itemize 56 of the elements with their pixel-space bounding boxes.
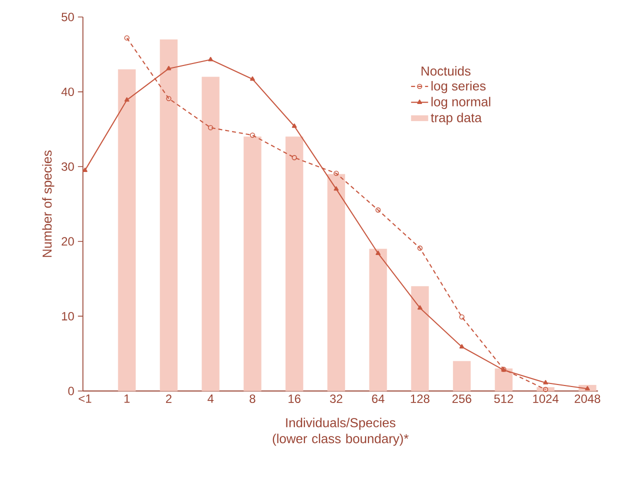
x-tick-label: 128 — [410, 394, 430, 403]
point — [542, 386, 548, 392]
point — [208, 56, 214, 62]
bar — [244, 136, 262, 392]
point — [417, 246, 423, 251]
x-axis-title: Individuals/Species (lower class boundary)* — [272, 418, 409, 446]
x-tick-label: 2 — [166, 394, 172, 403]
point — [334, 186, 339, 191]
bar — [327, 174, 346, 392]
point — [250, 76, 255, 81]
y-tick-label: 20 — [62, 237, 74, 246]
y-tick-label: 30 — [62, 162, 74, 171]
point — [376, 207, 381, 213]
x-tick-label: 512 — [494, 394, 514, 403]
legend-label: log normal — [432, 96, 490, 109]
x-tick-label: 256 — [452, 394, 472, 403]
bar — [452, 361, 471, 392]
point — [208, 125, 214, 130]
point — [82, 168, 88, 172]
x-tick-label: 32 — [330, 394, 342, 403]
point — [418, 305, 422, 310]
point — [334, 170, 339, 176]
x-tick-label: 64 — [372, 394, 384, 403]
y-tick-label: 0 — [68, 386, 74, 396]
point — [543, 380, 548, 384]
point — [292, 123, 297, 128]
bar — [160, 39, 178, 392]
x-tick-label: 1024 — [533, 394, 559, 403]
bar — [411, 286, 429, 392]
point — [124, 97, 130, 102]
bar — [494, 368, 513, 392]
bar — [118, 69, 136, 392]
y-tick-label: 50 — [62, 12, 74, 22]
point — [124, 35, 130, 41]
y-tick-label: 40 — [61, 88, 74, 96]
x-tick-label: <1 — [78, 394, 92, 403]
x-tick-label: 8 — [250, 394, 256, 403]
legend-title: Noctuids — [422, 66, 470, 76]
x-tick-label: 4 — [208, 394, 214, 403]
point — [292, 155, 297, 160]
point — [459, 344, 464, 349]
point — [166, 66, 172, 70]
point — [250, 132, 256, 138]
point — [166, 96, 172, 102]
x-tick-label: 2048 — [574, 394, 600, 403]
y-axis-title: Number of species — [42, 150, 54, 257]
x-tick-label: 16 — [288, 394, 300, 403]
bar — [202, 76, 220, 392]
point — [459, 314, 464, 320]
bar — [369, 248, 387, 392]
x-tick-label: 1 — [124, 394, 130, 403]
point — [376, 250, 381, 256]
bar — [286, 136, 304, 392]
legend-label: log series — [432, 81, 486, 94]
y-tick-label: 10 — [62, 312, 74, 320]
legend-label: trap data — [430, 112, 482, 125]
